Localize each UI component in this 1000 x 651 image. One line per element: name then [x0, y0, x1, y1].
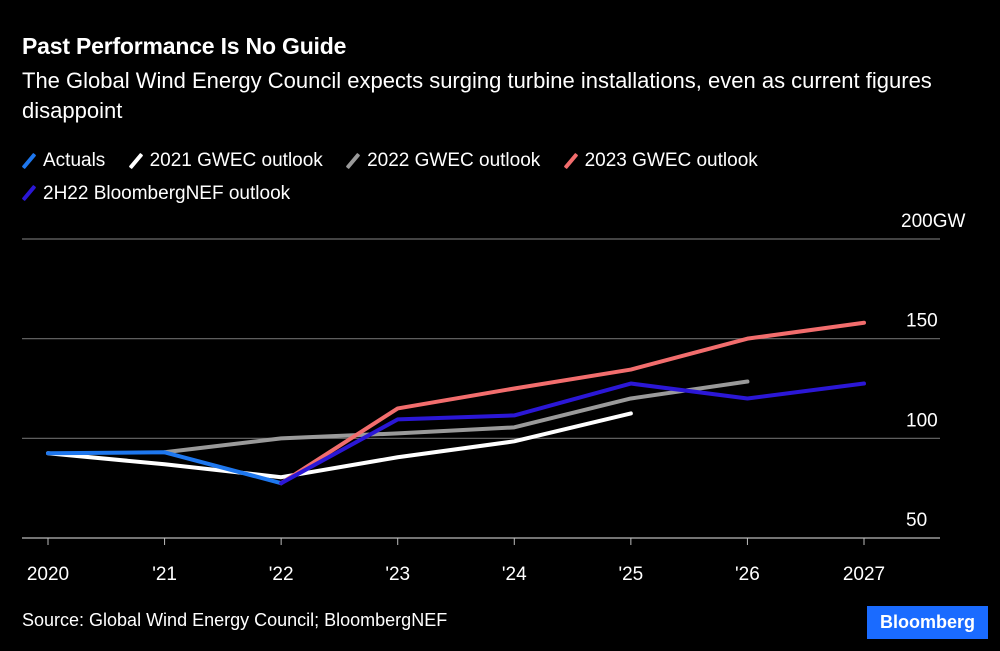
- x-tick-label: '22: [269, 564, 294, 585]
- x-tick-label: 2027: [843, 564, 885, 585]
- legend-label: 2022 GWEC outlook: [367, 150, 541, 171]
- source-note: Source: Global Wind Energy Council; Bloo…: [22, 610, 448, 630]
- legend-item-2h22-bnef: 2H22 BloombergNEF outlook: [21, 179, 291, 208]
- series-line-2h22-bloombergnef-outlook: [279, 381, 866, 486]
- y-tick-label: 200GW: [901, 211, 965, 232]
- x-tick-label: '23: [385, 564, 410, 585]
- legend-item-actuals: Actuals: [21, 146, 106, 175]
- legend-item-2021-gwec: 2021 GWEC outlook: [128, 146, 323, 175]
- legend-label: 2021 GWEC outlook: [149, 150, 323, 171]
- legend: Actuals 2021 GWEC outlook 2022 GWEC outl…: [21, 146, 962, 211]
- chart-title: Past Performance Is No Guide: [22, 33, 347, 59]
- x-tick-label: '25: [618, 564, 643, 585]
- gridlines: [22, 238, 940, 539]
- y-tick-label: 100: [906, 410, 938, 431]
- series-lines: [46, 320, 866, 486]
- x-tick-label: '21: [152, 564, 177, 585]
- series-line-actuals: [46, 450, 284, 486]
- bloomberg-logo: Bloomberg: [867, 606, 988, 639]
- legend-label: 2H22 BloombergNEF outlook: [43, 182, 291, 204]
- x-tick-label: 2020: [27, 564, 69, 585]
- legend-item-2023-gwec: 2023 GWEC outlook: [563, 146, 758, 175]
- series-line-2023-gwec-outlook: [279, 320, 866, 486]
- legend-label: 2023 GWEC outlook: [584, 150, 758, 171]
- chart-subtitle: The Global Wind Energy Council expects s…: [22, 68, 932, 123]
- series-line-2021-gwec-outlook: [46, 411, 633, 480]
- x-tick-label: '26: [735, 564, 760, 585]
- y-tick-label: 150: [906, 311, 938, 332]
- y-tick-label: 50: [906, 510, 927, 531]
- legend-item-2022-gwec: 2022 GWEC outlook: [345, 146, 541, 175]
- series-line-2022-gwec-outlook: [162, 379, 750, 455]
- y-axis-labels: 50 100 150 200GW: [901, 211, 965, 531]
- x-tick-label: '24: [502, 564, 527, 585]
- legend-label: Actuals: [43, 150, 106, 171]
- x-axis: 2020 '21 '22 '23 '24 '25 '26 2027: [27, 538, 885, 585]
